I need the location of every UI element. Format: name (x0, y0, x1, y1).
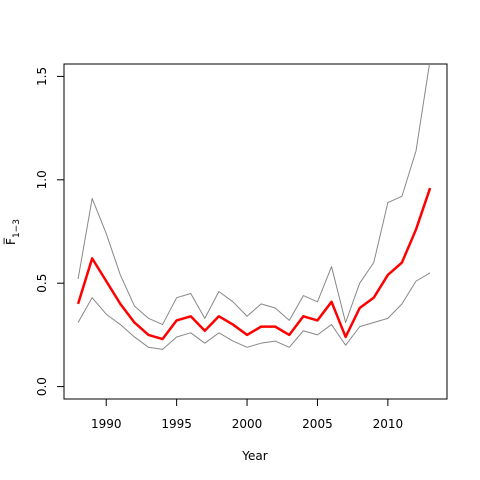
y-axis-label-subscript: 1−3 (12, 219, 22, 238)
series-line-upper (77, 64, 430, 326)
y-tick-label: 1.5 (35, 67, 49, 86)
y-tick-label: 0.5 (35, 274, 49, 293)
x-axis-label: Year (241, 449, 267, 463)
x-tick-label: 2000 (232, 417, 263, 431)
plot-frame (63, 63, 448, 400)
plot-area (76, 64, 432, 350)
y-axis-label-main: F̅ (3, 237, 18, 245)
y-tick-label: 1.0 (35, 170, 49, 189)
y-tick-label: 0.0 (35, 377, 49, 396)
x-tick-label: 2005 (302, 417, 333, 431)
y-axis: 0.0 0.5 1.0 1.5 (35, 67, 64, 396)
y-axis-label: F̅1−3 (3, 219, 22, 245)
x-tick-label: 1995 (161, 417, 192, 431)
series-line-estimate (76, 187, 432, 341)
series-line-lower (77, 272, 431, 350)
x-tick-label: 2010 (373, 417, 404, 431)
x-axis: 1990 1995 2000 2005 2010 (91, 399, 403, 431)
svg-text:F̅1−3: F̅1−3 (3, 219, 22, 245)
x-tick-label: 1990 (91, 417, 122, 431)
series-layer (76, 64, 432, 350)
